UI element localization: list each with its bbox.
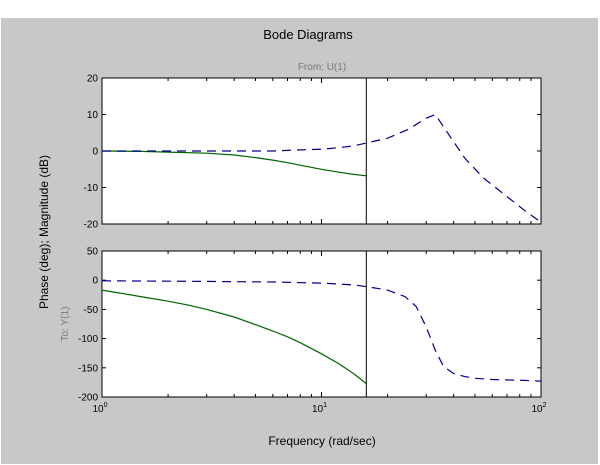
figure-title: Bode Diagrams: [263, 27, 353, 42]
phase-y-tick-label: -150: [78, 363, 98, 374]
phase-plot: -200 -150 -100 -50 0 50 100 101 102: [78, 247, 547, 416]
x-tick-label: 100: [92, 402, 107, 415]
output-channel-label: To: Y(1): [60, 307, 71, 342]
magnitude-solid-series: [102, 150, 367, 177]
phase-y-tick-label: 50: [87, 247, 99, 258]
phase-dashed-series: [102, 280, 541, 382]
x-tick-label: 101: [312, 402, 327, 415]
x-axis-label: Frequency (rad/sec): [268, 434, 375, 448]
magnitude-y-tick-label: 20: [87, 74, 99, 85]
magnitude-y-tick-label: 0: [92, 147, 98, 158]
magnitude-plot: -20 -10 0 10 20: [84, 74, 542, 231]
y-axis-label: Phase (deg); Magnitude (dB): [37, 155, 51, 309]
magnitude-y-tick-label: -20: [84, 220, 99, 231]
phase-y-tick-label: -50: [84, 305, 99, 316]
input-channel-label: From: U(1): [298, 62, 346, 73]
phase-solid-series: [102, 289, 367, 385]
phase-axes-box: [101, 250, 542, 398]
magnitude-axes-box: [101, 77, 542, 225]
magnitude-y-tick-label: -10: [84, 183, 99, 194]
magnitude-y-tick-label: 10: [87, 110, 99, 121]
phase-y-tick-label: -100: [78, 334, 98, 345]
x-tick-label: 102: [531, 402, 546, 415]
phase-y-tick-label: -200: [78, 393, 98, 404]
magnitude-dashed-series: [102, 113, 541, 223]
phase-y-tick-label: 0: [92, 276, 98, 287]
